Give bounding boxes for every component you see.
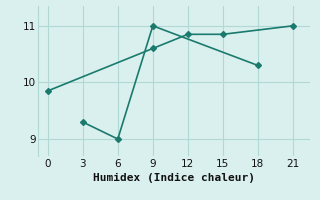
X-axis label: Humidex (Indice chaleur): Humidex (Indice chaleur) [93,173,255,183]
